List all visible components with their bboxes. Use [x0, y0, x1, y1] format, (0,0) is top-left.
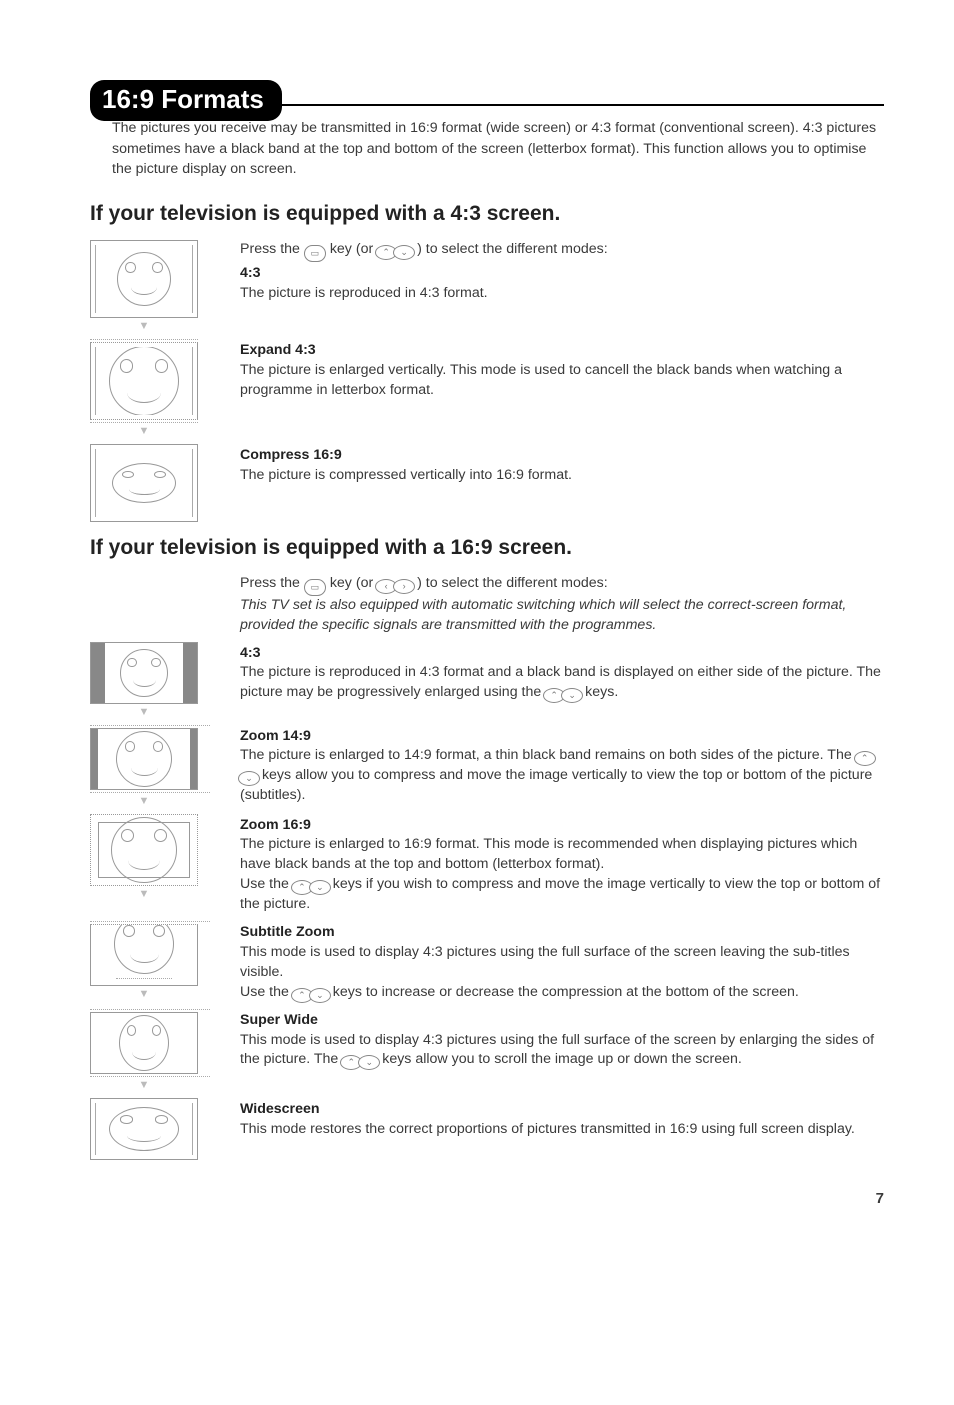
press-prefix: Press the — [240, 241, 304, 257]
text-43: Press the ▭ key (or ⌃⌄ ) to select the d… — [240, 240, 884, 304]
icon-subtitle: ▼ — [90, 921, 240, 1001]
mode-title: Expand 4:3 — [240, 341, 884, 361]
tv-icon — [90, 240, 198, 318]
mode-title: 4:3 — [240, 264, 884, 284]
press-prefix: Press the — [240, 575, 304, 591]
mode-body-c: keys to increase or decrease the compres… — [333, 984, 799, 1000]
chevron-down-icon: ▼ — [90, 889, 198, 900]
tv-icon — [90, 1098, 198, 1160]
chevron-down-icon: ▼ — [90, 796, 198, 807]
tv-icon — [90, 642, 198, 704]
heading-container: 16:9 Formats — [90, 80, 884, 106]
section-heading-169: If your television is equipped with a 16… — [90, 536, 884, 560]
mode-169-43: ▼ 4:3 The picture is reproduced in 4:3 f… — [90, 642, 884, 719]
mode-body-a: This mode is used to display 4:3 picture… — [240, 943, 884, 983]
icon-zoom169: ▼ — [90, 814, 240, 901]
mode-body-b: Use the — [240, 876, 293, 892]
format-key-icon: ▭ — [304, 579, 326, 596]
mode-body: The picture is enlarged vertically. This… — [240, 361, 884, 401]
icon-compress169 — [90, 444, 240, 522]
mode-body-a: The picture is enlarged to 16:9 format. … — [240, 835, 884, 875]
intro-paragraph: The pictures you receive may be transmit… — [112, 118, 884, 180]
down-key-icon: ⌄ — [309, 988, 331, 1003]
tv-icon — [90, 814, 198, 886]
auto-note: This TV set is also equipped with automa… — [240, 596, 884, 636]
mode-title: Compress 16:9 — [240, 446, 884, 466]
text-zoom169: Zoom 16:9 The picture is enlarged to 16:… — [240, 814, 884, 916]
mode-body-a: The picture is enlarged to 14:9 format, … — [240, 747, 856, 763]
mode-body: This mode restores the correct proportio… — [240, 1120, 884, 1140]
tv-icon — [90, 924, 198, 986]
mode-body-b: keys allow you to scroll the image up or… — [382, 1051, 742, 1067]
mode-zoom149: ▼ Zoom 14:9 The picture is enlarged to 1… — [90, 725, 884, 808]
text-expand43: Expand 4:3 The picture is enlarged verti… — [240, 339, 884, 401]
tv-icon — [90, 728, 198, 790]
mode-43: ▼ Press the ▭ key (or ⌃⌄ ) to select the… — [90, 240, 884, 333]
right-key-icon: › — [393, 579, 415, 594]
down-key-icon: ⌄ — [309, 880, 331, 895]
tv-icon — [90, 1012, 198, 1074]
format-key-icon: ▭ — [304, 245, 326, 262]
icon-zoom149: ▼ — [90, 725, 240, 808]
mode-title: Super Wide — [240, 1011, 884, 1031]
chevron-down-icon: ▼ — [90, 989, 198, 1000]
mode-body-b: keys. — [585, 684, 618, 700]
press-mid: key (or — [330, 575, 377, 591]
up-key-icon: ⌃ — [854, 751, 876, 766]
mode-title: Widescreen — [240, 1100, 884, 1120]
mode-title: Subtitle Zoom — [240, 923, 884, 943]
text-zoom149: Zoom 14:9 The picture is enlarged to 14:… — [240, 725, 884, 807]
down-key-icon: ⌄ — [238, 771, 260, 786]
chevron-down-icon: ▼ — [90, 426, 198, 437]
mode-body-b: keys allow you to compress and move the … — [240, 767, 872, 803]
page-number: 7 — [90, 1190, 884, 1207]
tv-icon — [90, 444, 198, 522]
chevron-down-icon: ▼ — [90, 707, 198, 718]
text-subtitle: Subtitle Zoom This mode is used to displ… — [240, 921, 884, 1003]
icon-superwide: ▼ — [90, 1009, 240, 1092]
mode-expand43: ▼ Expand 4:3 The picture is enlarged ver… — [90, 339, 884, 438]
mode-title: Zoom 14:9 — [240, 727, 884, 747]
mode-zoom169: ▼ Zoom 16:9 The picture is enlarged to 1… — [90, 814, 884, 916]
mode-body-c: keys if you wish to compress and move th… — [240, 876, 880, 912]
mode-subtitle: ▼ Subtitle Zoom This mode is used to dis… — [90, 921, 884, 1003]
text-compress169: Compress 16:9 The picture is compressed … — [240, 444, 884, 486]
press-suffix: ) to select the different modes: — [417, 575, 608, 591]
manual-page: 16:9 Formats The pictures you receive ma… — [0, 0, 954, 1257]
mode-title: 4:3 — [240, 644, 884, 664]
icon-169-43: ▼ — [90, 642, 240, 719]
press-mid: key (or — [330, 241, 377, 257]
mode-body-b: Use the — [240, 984, 293, 1000]
mode-title: Zoom 16:9 — [240, 816, 884, 836]
text-widescreen: Widescreen This mode restores the correc… — [240, 1098, 884, 1140]
down-key-icon: ⌄ — [358, 1055, 380, 1070]
press-suffix: ) to select the different modes: — [417, 241, 608, 257]
page-title-pill: 16:9 Formats — [90, 80, 282, 121]
text-169-43: 4:3 The picture is reproduced in 4:3 for… — [240, 642, 884, 704]
section-heading-43: If your television is equipped with a 4:… — [90, 202, 884, 226]
press-row-169: Press the ▭ key (or ‹› ) to select the d… — [90, 574, 884, 636]
mode-body: The picture is compressed vertically int… — [240, 466, 884, 486]
mode-widescreen: Widescreen This mode restores the correc… — [90, 1098, 884, 1160]
down-key-icon: ⌄ — [561, 688, 583, 703]
mode-compress169: Compress 16:9 The picture is compressed … — [90, 444, 884, 522]
chevron-down-icon: ▼ — [90, 1080, 198, 1091]
icon-expand43: ▼ — [90, 339, 240, 438]
icon-43: ▼ — [90, 240, 240, 333]
mode-body: The picture is reproduced in 4:3 format. — [240, 284, 884, 304]
down-key-icon: ⌄ — [393, 245, 415, 260]
text-superwide: Super Wide This mode is used to display … — [240, 1009, 884, 1071]
mode-superwide: ▼ Super Wide This mode is used to displa… — [90, 1009, 884, 1092]
chevron-down-icon: ▼ — [90, 321, 198, 332]
tv-icon — [90, 342, 198, 420]
text-press-169: Press the ▭ key (or ‹› ) to select the d… — [240, 574, 884, 636]
icon-widescreen — [90, 1098, 240, 1160]
